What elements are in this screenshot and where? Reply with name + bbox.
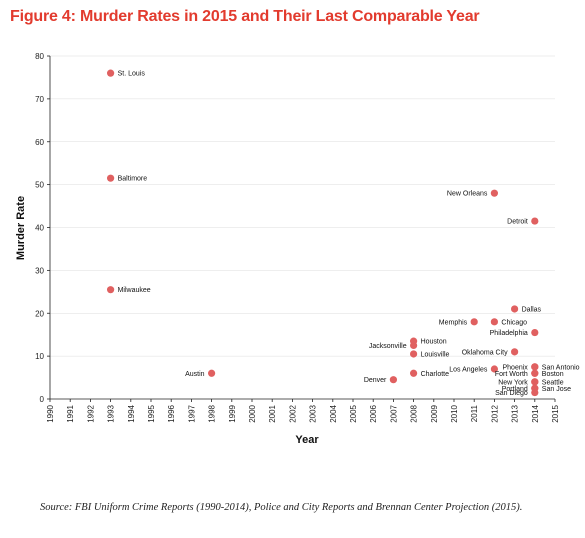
y-tick-label: 20 xyxy=(35,309,44,318)
data-point xyxy=(531,388,539,397)
point-label: St. Louis xyxy=(118,71,146,78)
x-tick-label: 2001 xyxy=(268,404,277,422)
data-point xyxy=(531,378,539,386)
y-tick-label: 0 xyxy=(40,395,45,404)
x-tick-label: 2000 xyxy=(248,404,257,422)
x-tick-label: 1990 xyxy=(46,404,55,422)
data-point xyxy=(470,318,478,326)
x-tick-label: 2005 xyxy=(349,404,358,422)
x-axis-title: Year xyxy=(295,434,319,446)
y-tick-label: 40 xyxy=(35,224,44,233)
point-label: Austin xyxy=(185,371,205,378)
x-tick-label: 1991 xyxy=(66,404,75,422)
data-point xyxy=(410,350,418,358)
data-point xyxy=(107,69,115,77)
point-label: New York xyxy=(498,379,528,386)
point-label: Memphis xyxy=(439,319,468,326)
y-tick-label: 50 xyxy=(35,181,44,190)
x-tick-label: 1994 xyxy=(127,404,136,422)
data-point xyxy=(107,286,115,294)
x-tick-label: 1992 xyxy=(86,404,95,422)
x-tick-label: 2010 xyxy=(450,404,459,422)
x-tick-label: 1996 xyxy=(167,404,176,422)
x-ticks: 1990 1991 1992 1993 1994 1995 1996 1997 1998 1999… xyxy=(46,404,560,422)
point-label: Jacksonville xyxy=(369,343,407,350)
y-tick-label: 70 xyxy=(35,95,44,104)
y-tick-label: 30 xyxy=(35,266,44,275)
point-label: Detroit xyxy=(507,219,528,226)
y-ticks: 0 10 20 30 40 50 60 70 80 xyxy=(35,52,44,404)
x-tick-label: 2015 xyxy=(551,404,560,422)
point-label: Dallas xyxy=(522,306,542,313)
x-tick-label: 2008 xyxy=(410,404,419,422)
y-axis-title: Murder Rate xyxy=(15,196,27,260)
y-tick-label: 60 xyxy=(35,138,44,147)
data-point xyxy=(107,174,115,182)
point-label: San Diego xyxy=(495,390,528,397)
data-point xyxy=(410,369,418,377)
x-tick-label: 2006 xyxy=(369,404,378,422)
x-tick-label: 2011 xyxy=(470,404,479,422)
x-tick-label: 2002 xyxy=(288,404,297,422)
source-note: Source: FBI Uniform Crime Reports (1990-… xyxy=(40,502,523,513)
x-tick-label: 2013 xyxy=(511,404,520,422)
point-label: Philadelphia xyxy=(490,330,528,337)
data-point xyxy=(531,217,539,225)
data-point xyxy=(490,318,498,326)
data-point xyxy=(531,328,539,337)
data-point xyxy=(510,305,519,313)
point-label: Fort Worth xyxy=(495,371,528,378)
data-point xyxy=(490,189,498,197)
data-point xyxy=(531,363,539,371)
data-points xyxy=(107,69,539,397)
x-tick-label: 1993 xyxy=(107,404,116,422)
y-tick-label: 10 xyxy=(35,352,44,361)
point-label: San Antonio xyxy=(542,364,580,371)
point-labels: St. Louis Baltimore Milwaukee Austin Denver H… xyxy=(118,71,580,397)
x-tick-label: 2007 xyxy=(389,404,398,422)
point-label: Phoenix xyxy=(503,364,529,371)
data-point xyxy=(389,376,397,384)
x-tick-label: 2014 xyxy=(531,404,540,422)
data-point xyxy=(208,369,216,377)
x-tick-label: 2004 xyxy=(329,404,338,422)
point-label: Louisville xyxy=(421,351,450,358)
x-tick-label: 2012 xyxy=(490,404,499,422)
x-tick-label: 1997 xyxy=(187,404,196,422)
point-label: Charlotte xyxy=(421,371,450,378)
point-label: Boston xyxy=(542,371,564,378)
grid-lines xyxy=(50,55,555,357)
point-label: Oklahoma City xyxy=(462,349,508,356)
point-label: Seattle xyxy=(542,379,564,386)
point-label: Chicago xyxy=(501,319,527,326)
data-point xyxy=(510,348,519,356)
point-label: San Jose xyxy=(542,386,571,393)
x-tick-label: 2003 xyxy=(309,404,318,422)
point-label: Los Angeles xyxy=(449,366,488,373)
data-point xyxy=(531,369,539,377)
data-point xyxy=(490,365,498,373)
data-point xyxy=(410,341,418,350)
point-label: Houston xyxy=(421,339,447,346)
point-label: Portland xyxy=(502,386,528,393)
x-tick-label: 2009 xyxy=(430,404,439,422)
point-label: Milwaukee xyxy=(118,287,151,294)
point-label: New Orleans xyxy=(447,191,488,198)
axes xyxy=(47,55,556,402)
x-tick-label: 1999 xyxy=(228,404,237,422)
figure-title: Figure 4: Murder Rates in 2015 and Their… xyxy=(10,8,480,25)
point-label: Denver xyxy=(364,377,387,384)
y-tick-label: 80 xyxy=(35,52,44,61)
x-tick-label: 1995 xyxy=(147,404,156,422)
point-label: Baltimore xyxy=(118,176,148,183)
x-tick-label: 1998 xyxy=(208,404,217,422)
